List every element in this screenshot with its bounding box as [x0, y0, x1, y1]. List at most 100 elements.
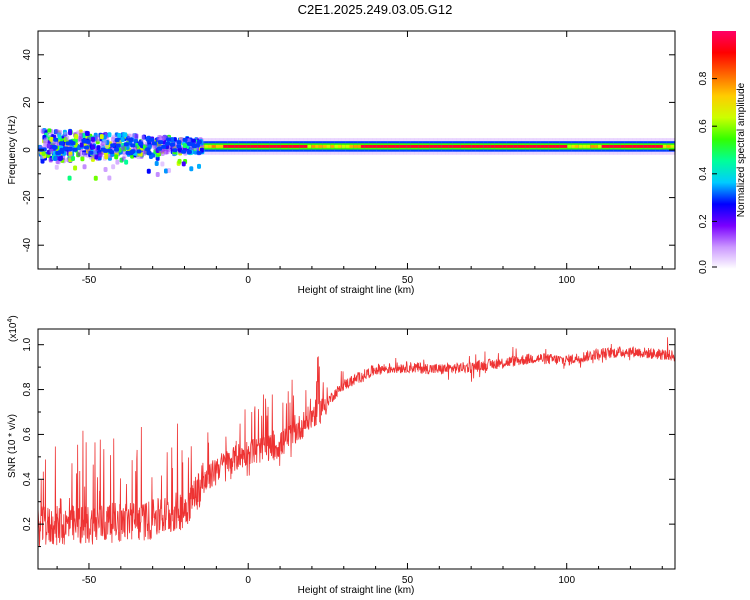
spectrogram-cell: [448, 145, 453, 148]
spectrogram-cell: [238, 145, 243, 148]
spectrogram-cell: [74, 134, 79, 140]
spectrogram-cell: [48, 157, 53, 163]
spectrogram-cell: [326, 145, 331, 148]
spectrogram-cell: [160, 161, 165, 167]
spectrogram-cell: [161, 144, 167, 149]
spectrogram-cell: [617, 145, 622, 148]
spectrogram-cell: [124, 159, 129, 165]
x-tick-label: 100: [558, 275, 575, 286]
spectrogram-cell: [639, 145, 644, 148]
spectrogram-cell: [67, 175, 72, 181]
spectrogram-cell: [98, 152, 103, 158]
spectrogram-cell: [91, 136, 96, 142]
y-tick-label: 40: [22, 49, 33, 61]
spectrogram-cell: [177, 158, 182, 164]
y-tick-label: 0.4: [22, 472, 33, 486]
spectrogram-cell: [467, 145, 472, 148]
spectrogram-cell: [41, 147, 47, 152]
spectrogram-cell: [303, 145, 308, 148]
spectrogram-cell: [166, 137, 172, 142]
spectrogram-cell: [41, 151, 46, 157]
spectrogram-cell: [115, 143, 121, 148]
spectrogram-cell: [628, 145, 633, 148]
spectrogram-cell: [582, 145, 587, 148]
y-tick-label: 0.6: [22, 427, 33, 441]
spectrogram-cell: [146, 168, 151, 174]
spectrogram-cell: [107, 132, 112, 138]
spectrogram-cell: [155, 171, 160, 177]
x-tick-label: 100: [558, 575, 575, 586]
spectrogram-cell: [471, 145, 476, 148]
spectrogram-cell: [163, 149, 168, 155]
spectrogram-cell: [227, 145, 232, 148]
spectrogram-cell: [215, 145, 220, 148]
y-tick-label: 20: [22, 96, 33, 108]
spectrogram-cell: [544, 145, 549, 148]
spectrogram-cell: [406, 145, 411, 148]
spectrogram-cell: [261, 145, 266, 148]
spectrogram-cell: [59, 148, 65, 153]
spectrogram-cell: [46, 143, 51, 149]
spectrogram-cell: [172, 148, 178, 153]
x-tick-label: 50: [402, 275, 414, 286]
spectrogram-cell: [49, 148, 54, 154]
spectrogram-cell: [292, 145, 297, 148]
spectrogram-cell: [58, 129, 63, 135]
colorbar-tick-label: 0.2: [698, 214, 709, 228]
spectrogram-cell: [295, 145, 300, 148]
spectrogram-cell: [632, 145, 637, 148]
spectrogram-cell: [146, 150, 152, 155]
spectrogram-cell: [422, 145, 427, 148]
spectrogram-cell: [257, 145, 262, 148]
y-tick-label: 0: [22, 147, 33, 153]
spectrogram-cell: [380, 145, 385, 148]
colorbar-label: Normalized spectral amplitude: [736, 82, 747, 217]
spectrogram-cell: [376, 145, 381, 148]
spectrogram-cell: [68, 130, 73, 136]
spectrogram-cell: [360, 145, 365, 148]
snr-series-line: [38, 337, 675, 547]
spectrogram-cell: [353, 145, 358, 148]
spectrogram-cell: [357, 145, 362, 148]
spectrogram-cell: [284, 145, 289, 148]
spectrogram-cell: [315, 145, 320, 148]
spectrogram-cell: [96, 145, 101, 151]
spectrogram-cell: [506, 145, 511, 148]
spectrogram-cell: [42, 143, 47, 149]
spectrogram-cell: [130, 143, 136, 148]
spectrogram-cell: [58, 156, 63, 162]
snr-y-ticks: 0.2 0.4 0.6 0.8 1.0: [22, 337, 675, 548]
spectrogram-cell: [494, 145, 499, 148]
spectrogram-cell: [334, 145, 339, 148]
spectrogram-cell: [659, 145, 664, 148]
spectrogram-cell: [204, 145, 209, 148]
spectrogram-cell: [149, 137, 155, 142]
spectrogram-cell: [91, 144, 96, 150]
spectrogram-cell: [157, 146, 163, 151]
spectrogram-cell: [269, 145, 274, 148]
spectrogram-cell: [372, 145, 377, 148]
spectrogram-y-ticks: -40 -20 0 20 40: [22, 30, 675, 270]
spectrogram-cell: [330, 145, 335, 148]
spectrogram-cell: [552, 145, 557, 148]
spectrogram-cell: [92, 150, 97, 156]
spectrogram-cell: [487, 145, 492, 148]
spectrogram-cell: [63, 131, 68, 137]
spectrogram-cell: [345, 145, 350, 148]
spectrogram-cell: [395, 145, 400, 148]
snr-x-label: Height of straight line (km): [298, 585, 415, 596]
spectrogram-cell: [133, 138, 138, 144]
spectrogram-cell: [109, 150, 115, 155]
colorbar-tick-label: 0.0: [698, 260, 709, 274]
spectrogram-cell: [170, 137, 175, 143]
spectrogram-cell: [265, 145, 270, 148]
spectrogram-cell: [70, 141, 76, 146]
y-tick-label: -40: [22, 238, 33, 253]
x-tick-label: -50: [82, 575, 97, 586]
spectrogram-cell: [364, 145, 369, 148]
spectrogram-cell: [94, 154, 99, 160]
spectrogram-cell: [53, 155, 58, 161]
spectrogram-cell: [387, 145, 392, 148]
spectrogram-cell: [532, 145, 537, 148]
snr-frame: [37, 328, 676, 570]
